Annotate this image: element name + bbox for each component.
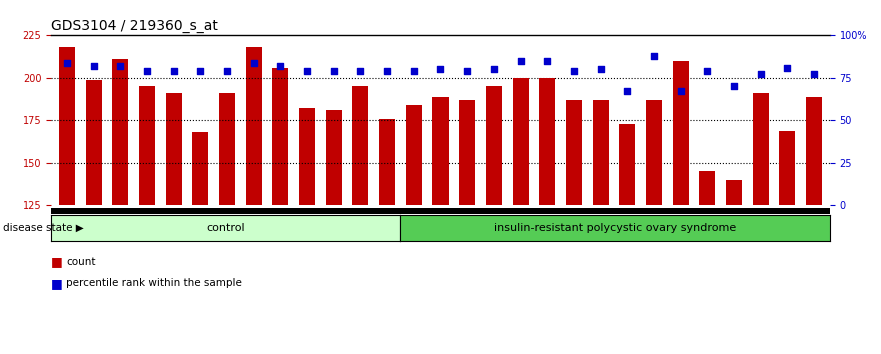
Point bbox=[194, 68, 208, 74]
Bar bbox=[272, 68, 288, 205]
Point bbox=[247, 60, 261, 65]
Bar bbox=[85, 80, 102, 205]
Text: disease state ▶: disease state ▶ bbox=[3, 223, 84, 233]
Point bbox=[700, 68, 714, 74]
Bar bbox=[246, 47, 262, 205]
Point bbox=[781, 65, 795, 70]
Point bbox=[807, 72, 821, 77]
Bar bbox=[139, 86, 155, 205]
Bar bbox=[806, 97, 822, 205]
Point bbox=[60, 60, 74, 65]
Bar bbox=[406, 105, 422, 205]
Bar bbox=[672, 61, 689, 205]
Point bbox=[433, 67, 448, 72]
Bar bbox=[833, 100, 848, 205]
Bar bbox=[539, 78, 555, 205]
Bar bbox=[619, 124, 635, 205]
Text: ■: ■ bbox=[51, 256, 63, 268]
Point bbox=[140, 68, 154, 74]
Point bbox=[167, 68, 181, 74]
Point bbox=[300, 68, 315, 74]
Bar bbox=[192, 132, 209, 205]
Point bbox=[753, 72, 767, 77]
Bar bbox=[59, 47, 75, 205]
Bar bbox=[326, 110, 342, 205]
Point bbox=[86, 63, 100, 69]
Bar bbox=[113, 59, 129, 205]
Point bbox=[407, 68, 421, 74]
Point bbox=[220, 68, 234, 74]
Point bbox=[114, 63, 128, 69]
Point bbox=[460, 68, 474, 74]
Point bbox=[620, 88, 634, 94]
Bar bbox=[459, 100, 475, 205]
Point bbox=[327, 68, 341, 74]
Bar bbox=[779, 131, 796, 205]
Point bbox=[727, 84, 741, 89]
Bar bbox=[433, 97, 448, 205]
Point bbox=[673, 88, 687, 94]
Bar bbox=[646, 100, 662, 205]
Bar bbox=[752, 93, 768, 205]
Point bbox=[540, 58, 554, 64]
Bar bbox=[485, 86, 502, 205]
Bar bbox=[300, 108, 315, 205]
Bar bbox=[513, 78, 529, 205]
Bar bbox=[352, 86, 368, 205]
Bar bbox=[379, 119, 396, 205]
Text: count: count bbox=[66, 257, 95, 267]
Bar bbox=[593, 100, 609, 205]
Text: ■: ■ bbox=[51, 277, 63, 290]
Bar bbox=[859, 115, 875, 205]
Bar bbox=[700, 171, 715, 205]
Text: GDS3104 / 219360_s_at: GDS3104 / 219360_s_at bbox=[51, 19, 218, 33]
Bar bbox=[166, 93, 181, 205]
Text: control: control bbox=[206, 223, 245, 233]
Bar bbox=[566, 100, 581, 205]
Text: insulin-resistant polycystic ovary syndrome: insulin-resistant polycystic ovary syndr… bbox=[494, 223, 737, 233]
Point bbox=[647, 53, 661, 59]
Point bbox=[380, 68, 394, 74]
Point bbox=[594, 67, 608, 72]
Point bbox=[514, 58, 528, 64]
Point bbox=[273, 63, 287, 69]
Point bbox=[353, 68, 367, 74]
Point bbox=[487, 67, 501, 72]
Bar bbox=[219, 93, 235, 205]
Text: percentile rank within the sample: percentile rank within the sample bbox=[66, 278, 242, 288]
Bar bbox=[726, 180, 742, 205]
Point bbox=[566, 68, 581, 74]
